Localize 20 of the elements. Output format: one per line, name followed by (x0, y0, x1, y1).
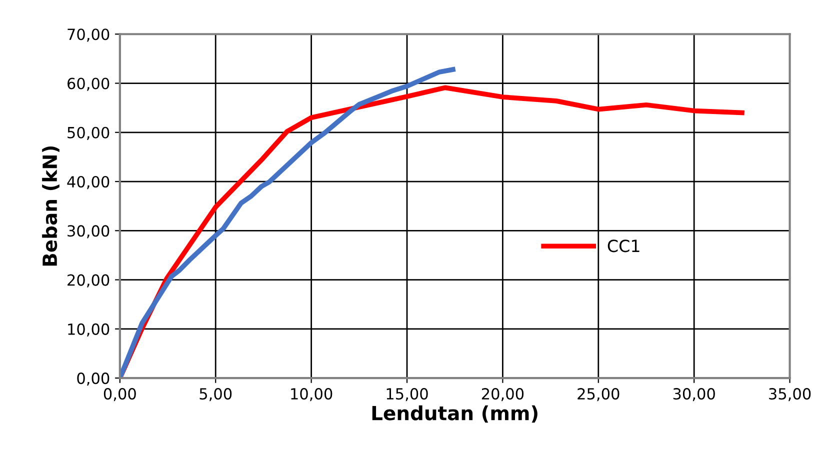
x-tick-label: 10,00 (291, 388, 332, 402)
x-tick-label: 30,00 (673, 388, 715, 402)
y-tick-label: 40,00 (67, 176, 110, 190)
y-axis-title: Beban (kN) (42, 146, 60, 266)
x-tick-label: 35,00 (769, 388, 811, 402)
y-tick-label: 10,00 (68, 323, 110, 337)
y-tick-label: 70,00 (68, 28, 110, 42)
x-axis-title: Lendutan (mm) (372, 405, 538, 423)
legend-label: CC1 (608, 240, 640, 252)
x-tick-label: 0,00 (104, 388, 136, 402)
y-tick-label: 60,00 (68, 78, 110, 91)
y-tick-label: 20,00 (68, 274, 110, 288)
x-tick-label: 5,00 (200, 388, 232, 402)
y-tick-label: 30,00 (68, 225, 110, 238)
line-series (120, 67, 456, 378)
x-tick-label: 25,00 (578, 388, 620, 402)
y-tick-label: 0,00 (77, 372, 110, 386)
x-tick-label: 15,00 (386, 388, 428, 402)
x-tick-label: 20,00 (482, 388, 524, 402)
y-tick-label: 50,00 (68, 126, 110, 140)
